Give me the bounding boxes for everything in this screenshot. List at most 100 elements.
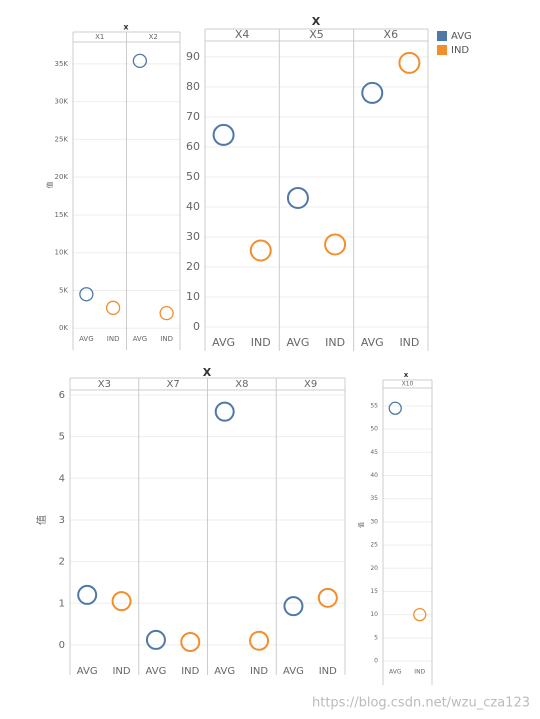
x-tick-label: AVG — [77, 666, 98, 677]
chart-title: X — [312, 15, 321, 28]
panel-header: X7 — [167, 379, 180, 390]
x-tick-label: IND — [250, 666, 268, 677]
y-tick-label: 25 — [370, 542, 378, 549]
x-tick-label: IND — [251, 336, 271, 349]
y-tick-label: 40 — [186, 200, 200, 213]
y-tick-label: 10K — [55, 249, 69, 257]
y-tick-label: 4 — [59, 473, 65, 484]
dot — [361, 81, 384, 104]
chart-title: x — [123, 23, 129, 32]
y-tick-label: 20K — [55, 173, 69, 181]
y-tick-label: 0 — [193, 320, 200, 333]
chart-title: X — [203, 366, 212, 379]
dot — [214, 401, 235, 422]
dot — [77, 584, 98, 605]
y-tick-label: 1 — [59, 598, 65, 609]
dot — [317, 587, 338, 608]
y-tick-label: 0K — [59, 324, 68, 332]
y-tick-label: 20 — [186, 260, 200, 273]
dot — [180, 632, 201, 653]
dot — [398, 51, 421, 74]
x-tick-label: AVG — [389, 669, 402, 676]
dot — [413, 607, 427, 622]
x-tick-label: AVG — [286, 336, 309, 349]
y-tick-label: 30 — [186, 230, 200, 243]
dot — [145, 629, 166, 650]
dot — [111, 591, 132, 612]
chart-title: x — [404, 371, 409, 379]
y-tick-label: 60 — [186, 140, 200, 153]
panel-header: X5 — [309, 28, 324, 41]
dot — [79, 287, 94, 302]
y-axis-label: 值 — [358, 522, 366, 528]
y-tick-label: 5K — [59, 286, 68, 294]
dot — [132, 53, 148, 69]
x-tick-label: AVG — [79, 335, 94, 343]
dot — [105, 300, 121, 315]
x-tick-label: IND — [399, 336, 419, 349]
panel-header: X8 — [235, 379, 248, 390]
y-tick-label: 3 — [59, 515, 65, 526]
x-tick-label: AVG — [283, 666, 304, 677]
panel-header: X3 — [98, 379, 111, 390]
y-axis-label: 值 — [35, 515, 48, 525]
y-tick-label: 35K — [55, 60, 69, 68]
x-tick-label: AVG — [361, 336, 384, 349]
watermark: https://blog.csdn.net/wzu_cza123 — [312, 696, 530, 711]
y-tick-label: 50 — [370, 426, 378, 433]
y-tick-label: 25K — [55, 135, 69, 143]
y-tick-label: 10 — [186, 290, 200, 303]
y-tick-label: 40 — [370, 472, 378, 479]
y-tick-label: 10 — [370, 611, 378, 618]
y-tick-label: 50 — [186, 170, 200, 183]
y-tick-label: 15 — [370, 588, 378, 595]
dot — [212, 123, 235, 146]
y-tick-label: 55 — [370, 402, 378, 409]
y-tick-label: 80 — [186, 80, 200, 93]
panel-header: X4 — [235, 28, 250, 41]
y-tick-label: 35 — [370, 495, 378, 502]
panel-header: X10 — [402, 381, 414, 388]
x-tick-label: IND — [414, 669, 425, 676]
y-tick-label: 6 — [59, 390, 65, 401]
y-tick-label: 20 — [370, 565, 378, 572]
x-tick-label: IND — [325, 336, 345, 349]
y-tick-label: 2 — [59, 557, 65, 568]
y-tick-label: 15K — [55, 211, 69, 219]
x-tick-label: AVG — [212, 336, 235, 349]
x-tick-label: AVG — [133, 335, 148, 343]
x-tick-label: IND — [319, 666, 337, 677]
panel-header: X1 — [95, 33, 104, 41]
x-tick-label: AVG — [214, 666, 235, 677]
legend-label: AVG — [451, 31, 472, 42]
y-tick-label: 70 — [186, 110, 200, 123]
x-tick-label: IND — [112, 666, 130, 677]
y-tick-label: 0 — [374, 658, 378, 665]
legend-swatch — [437, 45, 447, 55]
dot — [249, 630, 270, 651]
dot — [286, 186, 309, 209]
y-tick-label: 90 — [186, 50, 200, 63]
dot — [249, 239, 272, 262]
y-tick-label: 45 — [370, 449, 378, 456]
x-tick-label: AVG — [146, 666, 167, 677]
dot — [159, 305, 174, 321]
y-tick-label: 5 — [374, 634, 378, 641]
panel-header: X6 — [384, 28, 399, 41]
x-tick-label: IND — [107, 335, 120, 343]
legend-label: IND — [451, 45, 469, 56]
dot — [283, 596, 304, 617]
y-tick-label: 30K — [55, 98, 69, 106]
x-tick-label: IND — [181, 666, 199, 677]
dot — [388, 401, 402, 415]
y-tick-label: 30 — [370, 518, 378, 525]
y-axis-label: 值 — [45, 182, 54, 189]
dot — [324, 233, 347, 256]
legend-swatch — [437, 31, 447, 41]
panel-header: X2 — [149, 33, 158, 41]
x-tick-label: IND — [160, 335, 173, 343]
panel-header: X9 — [304, 379, 317, 390]
y-tick-label: 5 — [59, 432, 65, 443]
y-tick-label: 0 — [59, 640, 65, 651]
